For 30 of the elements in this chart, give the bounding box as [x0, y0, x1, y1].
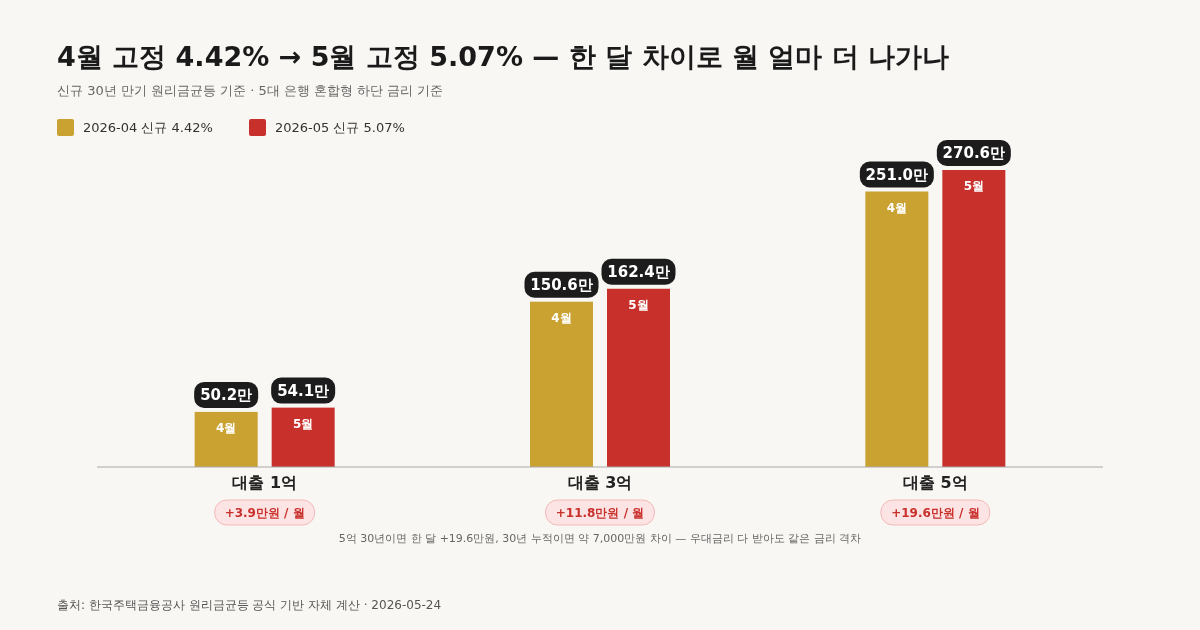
bar [942, 170, 1006, 467]
data-label: 150.6만 [530, 275, 593, 294]
legend-label: 2026-05 신규 5.07% [275, 120, 405, 135]
chart-subtitle: 신규 30년 만기 원리금균등 기준 · 5대 은행 혼합형 하단 금리 기준 [57, 83, 444, 98]
annotation: 5월 [292, 416, 314, 431]
chart-title: 4월 고정 4.42% → 5월 고정 5.07% — 한 달 차이로 월 얼마 더 나가나 [57, 41, 950, 72]
source-note: 출처: 한국주택금융공사 원리금균등 공식 기반 자체 계산 · 2026-05-24 [57, 598, 442, 612]
x-tick-label: 대출 1억 [232, 473, 298, 492]
text: +19.6만원 / 월 [891, 506, 980, 520]
annotation: 4월 [886, 200, 908, 215]
annotation: 4월 [551, 310, 572, 325]
data-label: 162.4만 [607, 262, 670, 281]
text: +11.8만원 / 월 [555, 506, 645, 520]
bar [607, 288, 670, 467]
bar [271, 407, 335, 467]
data-label: 54.1만 [277, 381, 330, 400]
x-tick-label: 대출 3억 [567, 473, 633, 492]
legend-label: 2026-04 신규 4.42% [83, 120, 213, 135]
bar [194, 411, 258, 467]
data-label: 270.6만 [942, 144, 1006, 162]
text: +3.9만원 / 월 [224, 506, 305, 520]
bar [865, 191, 929, 467]
annotation: 5월 [963, 179, 985, 193]
annotation: 4월 [215, 420, 237, 435]
annotation: 5월 [628, 297, 649, 312]
x-tick-label: 대출 5억 [902, 473, 968, 492]
bar [530, 301, 593, 467]
data-label: 50.2만 [200, 385, 253, 404]
data-label: 251.0만 [865, 165, 929, 184]
text: 5억 30년이면 한 달 +19.6만원, 30년 누적이면 약 7,000만원 차이 — 우대금리 다 받아도 같은 금리 격차 [338, 532, 862, 545]
